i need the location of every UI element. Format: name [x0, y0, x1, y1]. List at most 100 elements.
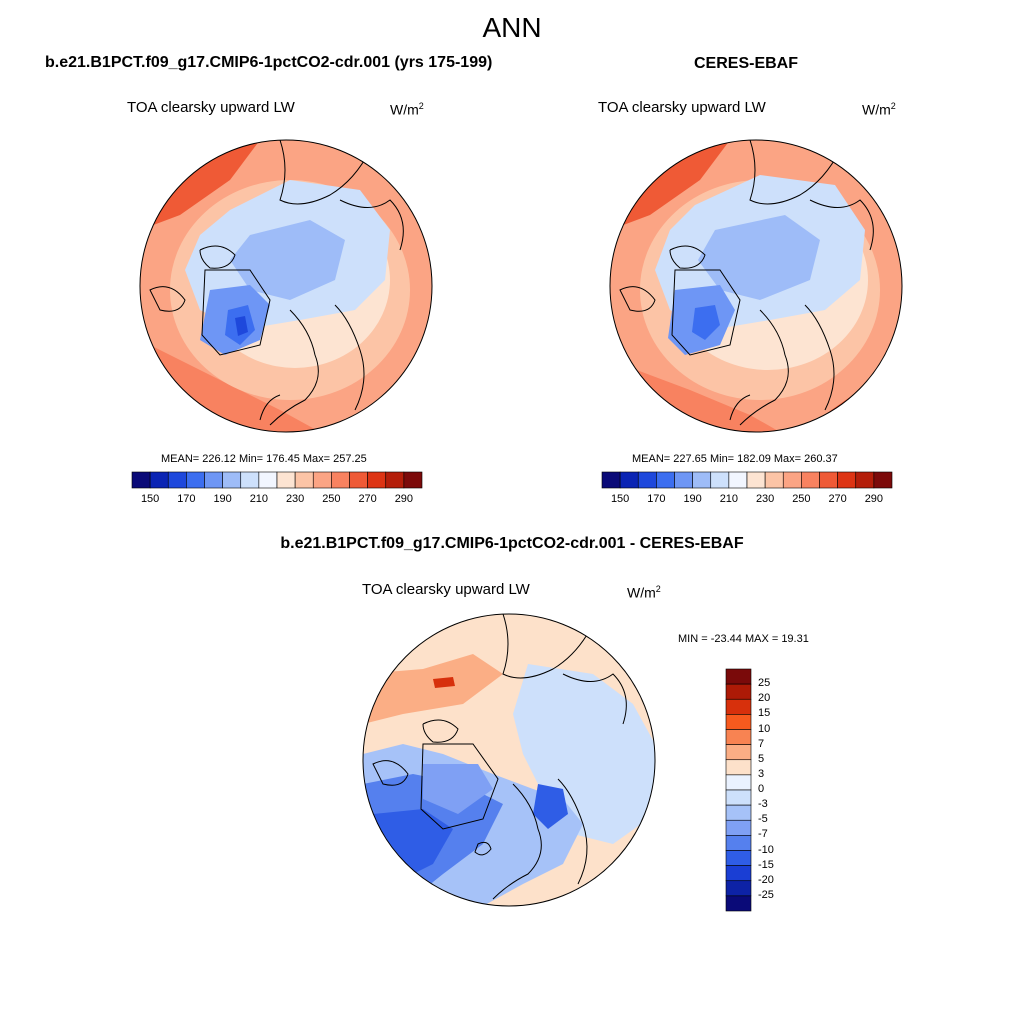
colorbar-swatch: [294, 471, 314, 489]
colorbar-swatch: [186, 471, 205, 489]
model-central-arctic: [230, 220, 345, 300]
model-units-label: W/m2: [390, 101, 424, 118]
colorbar-tick-label: -7: [758, 828, 768, 841]
obs-variable-label: TOA clearsky upward LW: [598, 99, 766, 116]
obs-stats: MEAN= 227.65 Min= 182.09 Max= 260.37: [632, 453, 838, 465]
diff-units-label: W/m2: [627, 584, 661, 601]
obs-panel-title: CERES-EBAF: [694, 55, 799, 72]
colorbar-swatch: [258, 471, 278, 489]
obs-coastlines: [619, 140, 874, 426]
colorbar-tick-label: 230: [755, 493, 775, 505]
diff-stats: MIN = -23.44 MAX = 19.31: [678, 633, 809, 645]
colorbar-tick-label: -10: [758, 843, 774, 856]
obs-polar-map: [609, 139, 903, 433]
colorbar-swatch: [725, 729, 752, 745]
diff-hot-spot: [433, 677, 455, 688]
colorbar-swatch: [710, 471, 730, 489]
colorbar-tick-label: -20: [758, 873, 774, 886]
colorbar-swatch: [746, 471, 766, 489]
model-panel-title: b.e21.B1PCT.f09_g17.CMIP6-1pctCO2-cdr.00…: [45, 54, 493, 71]
colorbar-tick-label: -5: [758, 813, 768, 826]
colorbar-tick-label: 150: [140, 493, 160, 505]
obs-colorbar: [601, 471, 893, 489]
colorbar-tick-label: 190: [683, 493, 702, 505]
colorbar-tick-label: 20: [758, 692, 771, 705]
colorbar-swatch: [637, 471, 657, 489]
obs-greenland-core: [692, 305, 720, 340]
colorbar-swatch: [276, 471, 296, 489]
colorbar-swatch: [619, 471, 639, 489]
colorbar-tick-label: 290: [864, 493, 884, 505]
colorbar-swatch: [725, 789, 752, 806]
colorbar-tick-label: 3: [758, 767, 765, 780]
colorbar-swatch: [149, 471, 169, 489]
colorbar-swatch: [782, 471, 802, 489]
colorbar-swatch: [601, 471, 621, 489]
colorbar-swatch: [873, 471, 893, 489]
colorbar-swatch: [725, 819, 752, 836]
model-polar-map: [139, 139, 433, 433]
colorbar-swatch: [725, 774, 752, 791]
colorbar-swatch: [367, 471, 387, 489]
colorbar-tick-label: 0: [758, 783, 765, 795]
colorbar-tick-label: 270: [358, 493, 377, 505]
diff-map-border: [362, 613, 656, 907]
colorbar-swatch: [240, 471, 260, 489]
colorbar-swatch: [725, 895, 752, 912]
colorbar-swatch: [725, 744, 752, 761]
colorbar-swatch: [725, 850, 752, 866]
colorbar-swatch: [349, 471, 368, 489]
colorbar-tick-label: 250: [792, 493, 811, 505]
colorbar-swatch: [837, 471, 857, 489]
colorbar-swatch: [725, 698, 752, 715]
diff-warm-region: [363, 654, 503, 724]
model-greenland-min: [235, 316, 248, 336]
colorbar-tick-label: 170: [177, 493, 196, 505]
colorbar-swatch: [725, 835, 752, 851]
colorbar-tick-label: 150: [610, 493, 630, 505]
colorbar-swatch: [222, 471, 242, 489]
colorbar-tick-label: -3: [758, 798, 768, 811]
colorbar-swatch: [656, 471, 675, 489]
colorbar-tick-label: 290: [394, 493, 414, 505]
colorbar-tick-label: 230: [285, 493, 305, 505]
page-title: ANN: [482, 12, 542, 43]
diff-variable-label: TOA clearsky upward LW: [362, 581, 530, 598]
model-coastlines: [149, 140, 404, 426]
colorbar-swatch: [312, 471, 332, 489]
colorbar-tick-label: 190: [213, 493, 232, 505]
colorbar-tick-label: 170: [647, 493, 666, 505]
colorbar-tick-label: 7: [758, 737, 765, 750]
colorbar-swatch: [331, 471, 350, 489]
diff-coastlines: [372, 614, 627, 900]
colorbar-tick-label: 210: [249, 493, 269, 505]
colorbar-swatch: [801, 471, 820, 489]
model-map-border: [139, 139, 433, 433]
colorbar-swatch: [855, 471, 875, 489]
obs-central-arctic: [698, 215, 820, 300]
obs-units-label: W/m2: [862, 101, 896, 118]
colorbar-swatch: [131, 471, 151, 489]
obs-map-border: [609, 139, 903, 433]
colorbar-swatch: [725, 683, 752, 700]
colorbar-tick-label: -15: [758, 858, 774, 871]
diff-colorbar: [725, 668, 752, 912]
colorbar-tick-label: 210: [719, 493, 739, 505]
diff-negative-barents: [533, 784, 568, 829]
colorbar-tick-label: 5: [758, 752, 765, 765]
colorbar-swatch: [725, 714, 752, 730]
colorbar-swatch: [725, 668, 752, 685]
colorbar-swatch: [692, 471, 712, 489]
colorbar-tick-label: 250: [322, 493, 341, 505]
colorbar-swatch: [725, 880, 752, 897]
colorbar-swatch: [167, 471, 187, 489]
colorbar-tick-label: 10: [758, 722, 771, 735]
model-variable-label: TOA clearsky upward LW: [127, 99, 295, 116]
model-colorbar: [131, 471, 423, 489]
diff-greenland: [423, 764, 493, 814]
diff-polar-map: [362, 613, 656, 907]
colorbar-swatch: [403, 471, 423, 489]
colorbar-tick-label: 270: [828, 493, 847, 505]
colorbar-swatch: [674, 471, 693, 489]
colorbar-swatch: [204, 471, 223, 489]
